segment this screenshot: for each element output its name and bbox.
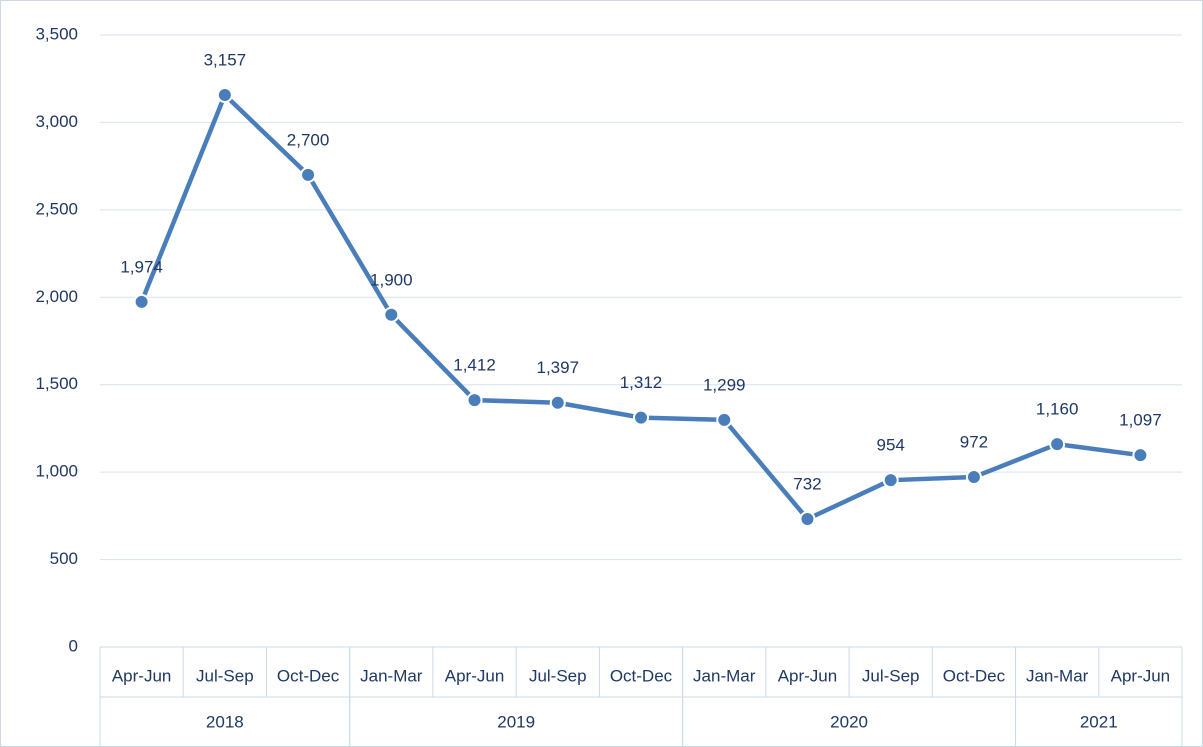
marker xyxy=(216,86,233,103)
data-label: 1,312 xyxy=(620,373,663,392)
x-tick-label: Apr-Jun xyxy=(112,666,172,685)
x-tick-label: Oct-Dec xyxy=(610,666,673,685)
y-tick-label: 500 xyxy=(50,549,78,568)
x-group-label: 2018 xyxy=(206,712,244,731)
data-label: 1,097 xyxy=(1119,411,1162,430)
x-tick-label: Jan-Mar xyxy=(693,666,756,685)
y-tick-label: 1,000 xyxy=(35,462,78,481)
marker xyxy=(466,392,483,409)
marker xyxy=(383,306,400,323)
x-tick-label: Apr-Jun xyxy=(445,666,505,685)
y-tick-label: 2,500 xyxy=(35,199,78,218)
y-tick-label: 2,000 xyxy=(35,287,78,306)
x-tick-label: Oct-Dec xyxy=(943,666,1006,685)
y-tick-label: 1,500 xyxy=(35,374,78,393)
data-label: 2,700 xyxy=(287,130,330,149)
data-label: 1,397 xyxy=(536,358,579,377)
x-tick-label: Apr-Jun xyxy=(778,666,838,685)
y-tick-label: 0 xyxy=(69,636,78,655)
data-label: 954 xyxy=(877,436,905,455)
marker xyxy=(1132,447,1149,464)
x-tick-label: Jul-Sep xyxy=(196,666,254,685)
data-label: 1,412 xyxy=(453,356,496,375)
data-label: 3,157 xyxy=(204,50,247,69)
x-group-label: 2019 xyxy=(497,712,535,731)
data-label: 1,974 xyxy=(120,257,163,276)
marker xyxy=(1049,436,1066,453)
x-tick-label: Jul-Sep xyxy=(862,666,920,685)
y-tick-label: 3,500 xyxy=(35,24,78,43)
marker xyxy=(882,472,899,489)
marker xyxy=(633,409,649,426)
data-label: 1,299 xyxy=(703,375,746,394)
x-tick-label: Jan-Mar xyxy=(1026,666,1089,685)
marker xyxy=(965,469,982,486)
marker xyxy=(799,511,816,528)
marker xyxy=(300,166,317,183)
marker xyxy=(549,394,566,411)
marker xyxy=(716,411,733,428)
x-group-label: 2021 xyxy=(1080,712,1118,731)
x-tick-label: Apr-Jun xyxy=(1111,666,1171,685)
x-group-label: 2020 xyxy=(830,712,868,731)
y-tick-label: 3,000 xyxy=(35,112,78,131)
x-tick-label: Jul-Sep xyxy=(529,666,587,685)
x-tick-label: Oct-Dec xyxy=(277,666,340,685)
x-tick-label: Jan-Mar xyxy=(360,666,423,685)
data-label: 1,160 xyxy=(1036,400,1079,419)
data-label: 1,900 xyxy=(370,270,413,289)
data-label: 732 xyxy=(793,474,821,493)
data-label: 972 xyxy=(960,433,988,452)
marker xyxy=(133,293,150,310)
